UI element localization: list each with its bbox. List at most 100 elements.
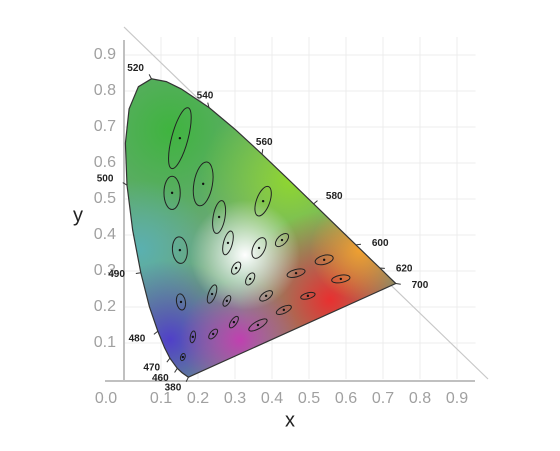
- macadam-ellipse: [163, 175, 181, 211]
- ellipse-center: [280, 238, 284, 242]
- x-tick-label: 0.5: [298, 390, 320, 407]
- ellipse-center: [178, 136, 182, 140]
- macadam-ellipse: [192, 161, 214, 207]
- ellipse-center: [322, 258, 326, 262]
- macadam-ellipse: [275, 304, 292, 315]
- ellipse-center: [226, 241, 230, 245]
- macadam-ellipse: [331, 274, 351, 284]
- ellipse-center: [306, 294, 310, 298]
- wavelength-label: 490: [108, 269, 125, 280]
- macadam-ellipse: [222, 230, 234, 256]
- macadam-ellipse: [251, 237, 267, 259]
- wavelength-label: 460: [152, 373, 169, 384]
- macadam-ellipse: [168, 107, 192, 170]
- wavelength-label: 470: [143, 362, 160, 373]
- x-tick-label: 0.9: [446, 390, 468, 407]
- gamut-white: [190, 200, 300, 310]
- wavelength-label: 580: [326, 191, 343, 202]
- y-tick-label: 0.4: [94, 226, 116, 243]
- wavelength-label: 560: [256, 137, 273, 148]
- wavelength-label: 620: [396, 263, 413, 274]
- macadam-ellipse: [206, 284, 218, 304]
- macadam-ellipse: [175, 293, 187, 311]
- y-axis-title: y: [73, 204, 83, 226]
- macadam-ellipse: [248, 318, 268, 332]
- ellipse-center: [282, 308, 286, 312]
- macadam-ellipse: [314, 254, 334, 266]
- ellipse-center: [261, 199, 265, 203]
- ellipse-center: [339, 277, 343, 281]
- locus-tick: [261, 149, 264, 155]
- wavelength-label: 540: [197, 90, 214, 101]
- ellipse-center: [181, 355, 185, 359]
- ellipse-center: [210, 292, 214, 296]
- spectral-locus: [124, 78, 397, 378]
- locus-tick: [185, 376, 189, 382]
- locus-tick: [395, 282, 401, 285]
- x-axis-title: x: [285, 409, 295, 431]
- macadam-ellipse: [245, 272, 256, 286]
- x-tick-label: 0.3: [224, 390, 246, 407]
- locus-tick: [135, 272, 141, 274]
- macadam-ellipse: [228, 315, 239, 329]
- macadam-ellipse: [300, 291, 316, 300]
- ellipse-center: [217, 215, 221, 219]
- macadam-ellipse: [179, 352, 186, 362]
- locus-tick: [166, 357, 171, 363]
- macadam-ellipse: [274, 232, 290, 248]
- macadam-ellipse: [286, 268, 306, 278]
- x-tick-label: 0.6: [335, 390, 357, 407]
- y-tick-label: 0.6: [94, 154, 116, 171]
- ellipse-center: [211, 332, 215, 336]
- locus-tick: [207, 102, 210, 108]
- x-tick-label: 0.8: [409, 390, 431, 407]
- ellipse-center: [264, 294, 268, 298]
- wavelength-label: 380: [165, 383, 182, 394]
- x-tick-label: 0.1: [150, 390, 172, 407]
- macadam-ellipse: [254, 185, 272, 217]
- y-tick-label: 0.5: [94, 190, 116, 207]
- locus-tick: [122, 182, 128, 186]
- y-tick-label: 0.7: [94, 118, 116, 135]
- x-tick-label: 0.0: [95, 390, 117, 407]
- ellipse-center: [234, 266, 238, 270]
- locus-tick: [148, 74, 152, 80]
- macadam-ellipse: [259, 290, 274, 302]
- x-tick-label: 0.2: [187, 390, 209, 407]
- locus-tick: [153, 330, 159, 335]
- ellipse-center: [170, 191, 174, 195]
- macadam-ellipse: [189, 330, 197, 344]
- gamut-fill: [125, 78, 396, 378]
- wavelength-label: 600: [372, 238, 389, 249]
- ellipse-center: [294, 271, 298, 275]
- ellipse-center: [257, 246, 261, 250]
- ellipse-center: [178, 248, 182, 252]
- macadam-ellipse: [171, 236, 188, 264]
- ellipse-center: [248, 277, 252, 281]
- wavelength-label: 480: [129, 333, 146, 344]
- wavelength-label: 700: [412, 280, 429, 291]
- ellipse-center: [225, 299, 229, 303]
- y-tick-label: 0.3: [94, 262, 116, 279]
- locus-tick: [313, 200, 318, 205]
- y-tick-label: 0.8: [94, 82, 116, 99]
- ellipse-center: [256, 323, 260, 327]
- macadam-ellipse: [230, 261, 242, 275]
- wavelength-label: 520: [127, 63, 144, 74]
- ellipse-center: [191, 335, 195, 339]
- x-tick-label: 0.4: [261, 390, 283, 407]
- ellipse-center: [201, 182, 205, 186]
- wavelength-label: 500: [97, 174, 114, 185]
- y-tick-label: 0.9: [94, 46, 116, 63]
- macadam-ellipse: [222, 295, 232, 307]
- y-tick-label: 0.1: [94, 334, 116, 351]
- locus-tick: [355, 243, 362, 246]
- macadam-ellipse: [208, 328, 219, 340]
- ellipse-center: [232, 320, 236, 324]
- y-tick-label: 0.2: [94, 298, 116, 315]
- locus-tick: [174, 368, 178, 373]
- macadam-ellipse: [212, 200, 227, 234]
- ellipse-center: [179, 300, 183, 304]
- x-tick-label: 0.7: [372, 390, 394, 407]
